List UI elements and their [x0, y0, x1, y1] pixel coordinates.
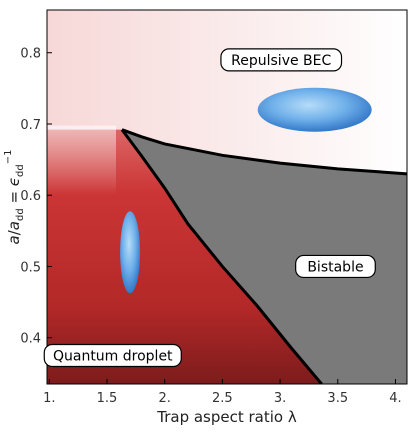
region-labels: Repulsive BEC Bistable Quantum droplet — [43, 48, 376, 368]
plot-frame — [46, 9, 408, 385]
x-tick-label: 3. — [274, 391, 286, 406]
x-tick-label: 2.5 — [212, 391, 233, 406]
quantum-droplet-label-box: Quantum droplet — [43, 343, 182, 368]
elongated-condensate-icon — [120, 211, 141, 294]
y-tick-label: 0.8 — [20, 47, 41, 62]
upper-boundary-line — [121, 128, 407, 176]
y-tick-label: 0.4 — [20, 332, 41, 347]
flattened-condensate-icon — [257, 87, 372, 132]
bistable-region — [122, 129, 407, 384]
y-axis-label: a/add = ϵdd−1 — [3, 150, 26, 245]
x-tick-label: 1.5 — [97, 391, 118, 406]
x-tick-label: 3.5 — [327, 391, 348, 406]
x-tick-label: 4. — [389, 391, 401, 406]
repulsive-bec-label: Repulsive BEC — [231, 53, 331, 69]
repulsive-bec-label-box: Repulsive BEC — [220, 48, 343, 72]
y-axis-ticks: 0.4 0.5 0.6 0.7 0.8 — [20, 47, 52, 347]
x-axis-label: Trap aspect ratio λ — [156, 408, 297, 426]
quantum-droplet-label-background — [43, 343, 182, 368]
y-tick-label: 0.5 — [20, 260, 41, 275]
x-tick-label: 1. — [43, 391, 55, 406]
lower-boundary-line — [120, 128, 323, 384]
quantum-droplet-label: Quantum droplet — [53, 349, 173, 365]
repulsive-bec-label-background — [220, 48, 343, 72]
bistable-label-background — [295, 254, 376, 279]
bistable-label: Bistable — [307, 259, 363, 275]
bistable-label-box: Bistable — [295, 254, 376, 279]
y-tick-label: 0.6 — [20, 189, 41, 204]
droplet-fade-overlay — [47, 125, 116, 196]
x-axis-ticks: 1. 1.5 2. 2.5 3. 3.5 4. — [43, 379, 402, 406]
x-tick-label: 2. — [158, 391, 170, 406]
y-tick-label: 0.7 — [20, 118, 41, 133]
